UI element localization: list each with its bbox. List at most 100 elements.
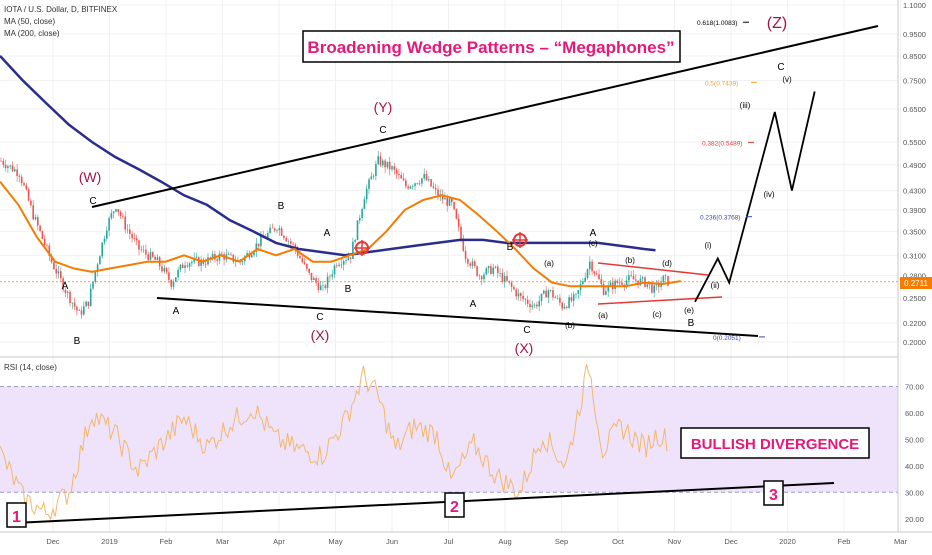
candle — [221, 253, 223, 255]
candle — [246, 253, 248, 257]
fib-label: 0.618(1.0083) — [697, 20, 737, 27]
candle — [559, 297, 561, 303]
wave-label: (Y) — [374, 99, 393, 115]
candle — [165, 268, 168, 273]
wave-label: (d) — [662, 259, 672, 268]
candle — [48, 245, 51, 256]
rsi-tick: 30.00 — [905, 488, 924, 497]
candle — [260, 235, 262, 247]
candle — [361, 209, 363, 218]
wave-label: C — [89, 196, 96, 207]
candle — [209, 257, 212, 259]
candle — [395, 169, 398, 174]
candle — [55, 269, 57, 274]
candle — [621, 282, 623, 285]
candle — [66, 291, 69, 293]
candle — [575, 293, 577, 295]
rsi-divergence-line — [13, 482, 835, 524]
candle — [317, 282, 320, 290]
candle — [280, 228, 283, 236]
candle — [340, 264, 343, 266]
fib-levels: 0.618(1.0083) 0.5(0.7439) 0.382(0.5489) 0.2… — [697, 20, 765, 342]
candle — [23, 183, 25, 186]
candle — [476, 266, 478, 276]
candle — [331, 274, 333, 277]
candle — [648, 284, 651, 285]
divergence-box — [680, 427, 870, 459]
candle — [181, 264, 184, 268]
candle — [595, 273, 598, 275]
candle — [310, 272, 313, 280]
candle — [448, 198, 451, 206]
candle — [218, 253, 221, 261]
candle — [329, 276, 331, 278]
candle — [513, 286, 515, 290]
candle — [92, 281, 94, 289]
legend-ma50: MA (50, close) — [4, 17, 55, 26]
marker-label: 3 — [769, 487, 778, 504]
price-tick: 0.4300 — [903, 187, 926, 196]
candle — [377, 156, 379, 165]
inner-wedge-lower — [597, 296, 723, 305]
rsi-tick: 40.00 — [905, 462, 924, 471]
candle — [384, 160, 386, 168]
candle — [572, 294, 575, 301]
candle — [71, 302, 74, 304]
candle — [552, 290, 554, 298]
candle — [39, 225, 41, 232]
legend-symbol: IOTA / U.S. Dollar, D, BITFINEX — [4, 5, 118, 14]
marker-label: 1 — [12, 509, 21, 526]
candle — [379, 156, 382, 166]
candle — [230, 254, 232, 255]
candle — [441, 194, 444, 200]
candle — [175, 277, 177, 282]
candle — [455, 209, 458, 219]
candle — [497, 266, 499, 274]
wave-label: (ii) — [711, 281, 720, 290]
time-tick: Aug — [498, 537, 511, 546]
wave-label: (X) — [515, 340, 534, 356]
candle — [115, 209, 117, 212]
candle — [556, 297, 559, 299]
candles — [0, 151, 669, 319]
rsi-marker-2: 2 — [444, 492, 465, 518]
candle — [386, 161, 389, 168]
price-axis: 1.1000 0.9500 0.8500 0.7500 0.6500 0.5500 0.49… — [903, 1, 926, 347]
candle — [464, 250, 467, 259]
wave-label: A — [590, 228, 597, 239]
candle — [503, 276, 506, 282]
candle — [421, 178, 423, 184]
wave-label: (i) — [704, 241, 711, 250]
candle — [46, 245, 48, 246]
candle — [80, 310, 83, 315]
price-tick: 0.3500 — [903, 227, 926, 236]
candle — [124, 216, 126, 230]
candle — [545, 290, 547, 298]
time-tick: Jul — [444, 537, 454, 546]
candle — [577, 290, 580, 294]
candle — [179, 264, 182, 270]
candle — [27, 189, 30, 201]
candle — [533, 304, 536, 306]
candle — [319, 285, 322, 290]
candle — [658, 283, 660, 287]
candle — [204, 263, 207, 265]
time-tick: May — [328, 537, 342, 546]
price-tick: 0.2200 — [903, 319, 926, 328]
candle — [430, 179, 432, 187]
candle — [589, 261, 591, 270]
candle — [315, 278, 317, 283]
candle — [570, 297, 573, 301]
candle — [547, 290, 550, 298]
candle — [257, 243, 260, 247]
wave-label: (b) — [565, 321, 575, 330]
cross-marker — [354, 240, 370, 256]
candle — [7, 166, 9, 169]
candle — [2, 160, 5, 165]
time-tick: Jun — [386, 537, 398, 546]
candle — [368, 179, 370, 189]
candle — [250, 254, 253, 258]
candle — [586, 269, 589, 278]
candle — [89, 288, 92, 306]
